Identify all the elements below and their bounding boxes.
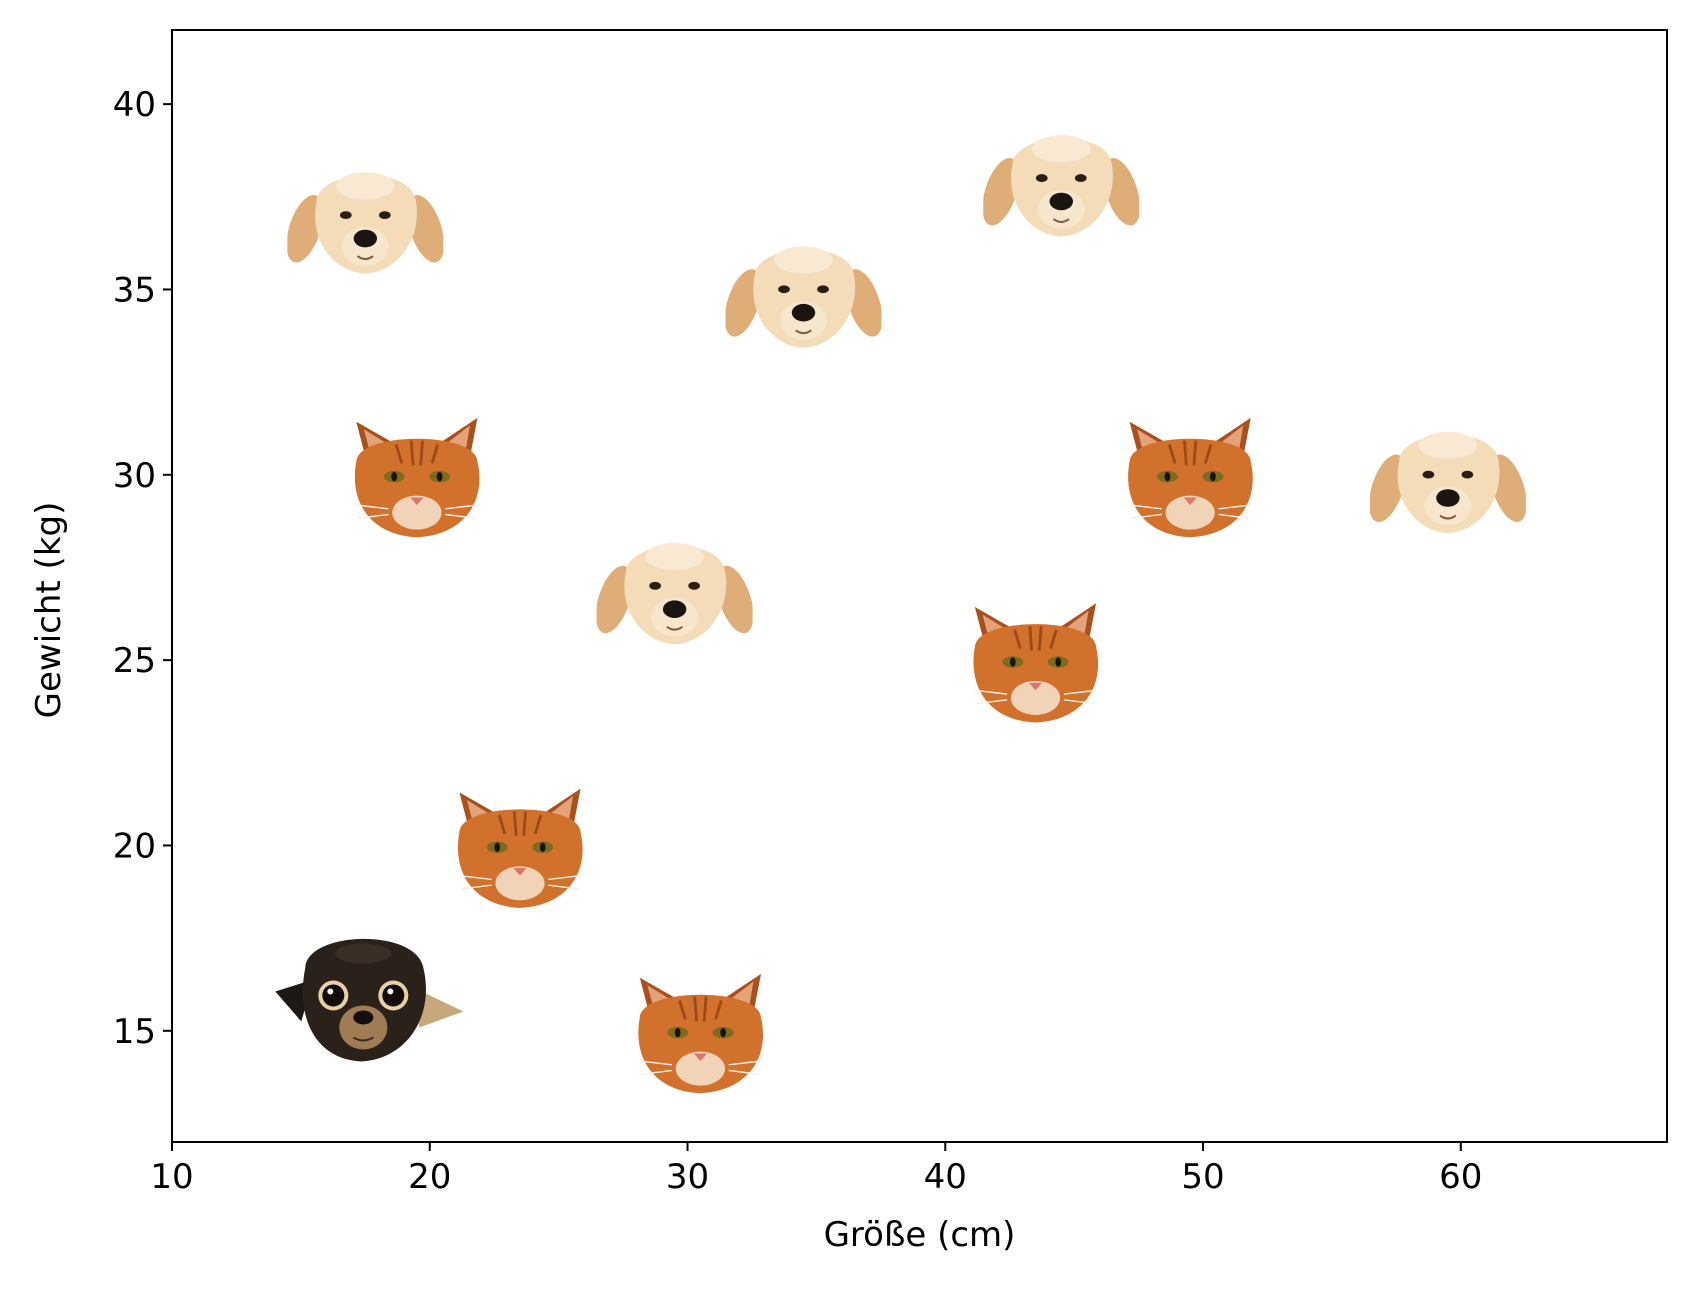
x-axis-label: Größe (cm) <box>824 1215 1016 1255</box>
plot-frame <box>171 29 1668 1143</box>
y-tick-label: 25 <box>113 641 156 681</box>
data-point-golden-puppy-2 <box>725 245 882 349</box>
x-tick-label: 40 <box>924 1157 967 1197</box>
data-point-golden-puppy-1 <box>287 171 444 275</box>
data-point-golden-puppy-3 <box>983 134 1140 238</box>
x-tick-label: 30 <box>666 1157 709 1197</box>
x-tick-label: 20 <box>408 1157 451 1197</box>
data-point-orange-cat-6 <box>353 416 481 539</box>
y-tick-label: 40 <box>113 85 156 125</box>
x-tick-label: 10 <box>150 1157 193 1197</box>
y-tick-label: 15 <box>113 1012 156 1052</box>
data-point-orange-cat-10 <box>636 972 765 1095</box>
data-point-golden-puppy-4 <box>596 541 753 646</box>
data-point-orange-cat-7 <box>1126 416 1255 539</box>
x-tick-label: 50 <box>1181 1157 1224 1197</box>
y-tick-label: 35 <box>113 270 156 310</box>
y-axis-label: Gewicht (kg) <box>29 502 69 719</box>
axes-layer: 10 20 30 40 50 60 15 20 25 30 35 40 Größe (cm) Gewich… <box>29 29 1668 1255</box>
data-point-chihuahua-11 <box>274 937 465 1063</box>
x-tick-label: 60 <box>1439 1157 1482 1197</box>
data-point-orange-cat-8 <box>972 601 1100 724</box>
marker-layer <box>274 134 1526 1095</box>
data-point-orange-cat-9 <box>456 787 585 910</box>
y-tick-label: 20 <box>113 826 156 866</box>
data-point-golden-puppy-5 <box>1369 430 1526 535</box>
y-tick-label: 30 <box>113 456 156 496</box>
